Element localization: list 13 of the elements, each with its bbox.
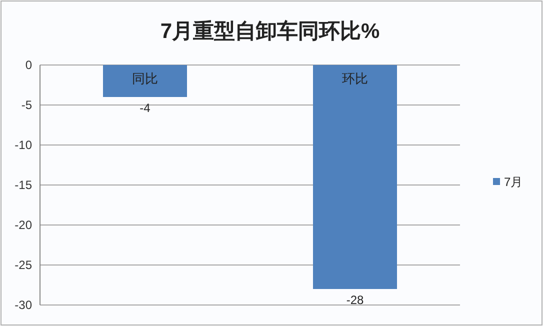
x-tick-label: 同比 [132, 71, 158, 86]
data-label: -28 [346, 293, 364, 307]
y-tick-label: -15 [14, 178, 32, 192]
y-tick-label: -5 [21, 98, 32, 112]
x-tick-label: 环比 [342, 71, 368, 86]
y-tick-label: -20 [14, 218, 32, 232]
legend-label: 7月 [504, 175, 523, 189]
y-tick-label: -25 [14, 258, 32, 272]
y-tick-label: 0 [25, 58, 32, 72]
y-tick-label: -30 [14, 298, 32, 312]
chart-title: 7月重型自卸车同环比% [160, 19, 380, 43]
data-label: -4 [140, 101, 151, 115]
y-tick-label: -10 [14, 138, 32, 152]
